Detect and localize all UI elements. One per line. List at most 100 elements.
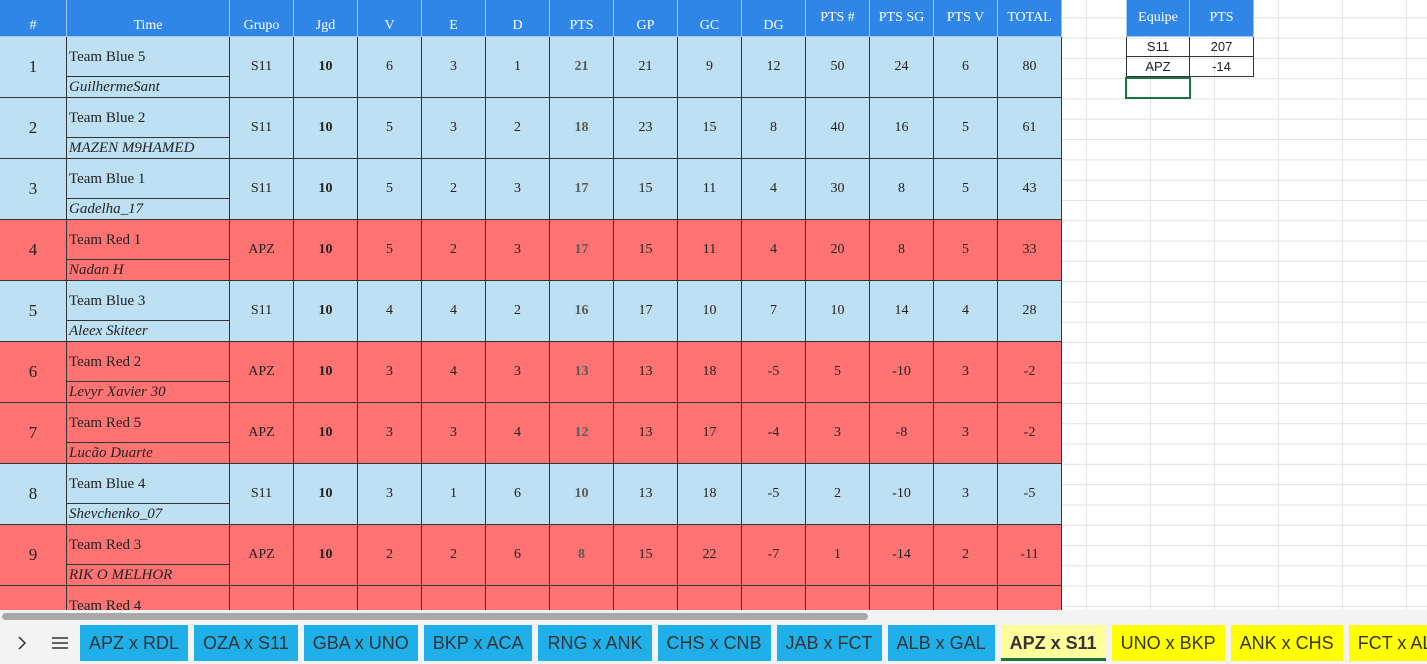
stat-cell: 22 (678, 525, 742, 586)
stat-cell: S11 (230, 464, 294, 525)
rank-cell: 5 (0, 281, 67, 342)
stat-cell: 10 (294, 403, 358, 464)
column-header: PTS # (806, 0, 870, 37)
stat-cell: 13 (614, 342, 678, 403)
side-cell: APZ (1126, 57, 1190, 77)
sheet-tab[interactable]: OZA x S11 (194, 625, 298, 661)
stat-cell: 2 (934, 525, 998, 586)
empty-cell (742, 586, 806, 610)
stat-cell: 10 (294, 342, 358, 403)
stat-cell: APZ (230, 403, 294, 464)
stat-cell: 3 (806, 403, 870, 464)
empty-cell (486, 586, 550, 610)
sheet-tab[interactable]: JAB x FCT (776, 625, 882, 661)
stat-cell: 3 (422, 403, 486, 464)
team-name: Team Red 3 (67, 525, 229, 565)
stat-cell: -10 (870, 342, 934, 403)
scrollbar-thumb[interactable] (2, 613, 868, 620)
stat-cell: 23 (614, 98, 678, 159)
empty-cell (550, 586, 614, 610)
stat-cell: -10 (870, 464, 934, 525)
stat-cell: 2 (422, 159, 486, 220)
column-header: Equipe (1126, 0, 1190, 37)
sheet-tab[interactable]: CHS x CNB (657, 625, 771, 661)
stat-cell: 40 (806, 98, 870, 159)
column-header: Jgd (294, 0, 358, 37)
team-cell: Team Blue 2 MAZEN M9HAMED (67, 98, 230, 159)
team-cell: Team Blue 1 Gadelha_17 (67, 159, 230, 220)
team-cell: Team Red 3 RIK O MELHOR (67, 525, 230, 586)
sheet-tab[interactable]: APZ x S11 (1000, 625, 1106, 661)
stat-cell: 1 (486, 37, 550, 98)
stat-cell: 5 (358, 98, 422, 159)
player-name: Gadelha_17 (69, 201, 144, 217)
stat-cell: 11 (678, 220, 742, 281)
stat-cell: 3 (486, 159, 550, 220)
stat-cell: 10 (294, 220, 358, 281)
stat-cell: 17 (550, 220, 614, 281)
all-sheets-button[interactable] (48, 633, 74, 653)
column-header: PTS (1190, 0, 1254, 37)
sheet-tab[interactable]: FCT x ALB (1348, 625, 1427, 661)
sheet-tab[interactable]: BKP x ACA (423, 625, 533, 661)
selected-cell[interactable] (1125, 77, 1191, 99)
stat-cell: 8 (870, 159, 934, 220)
stat-cell: 9 (678, 37, 742, 98)
team-cell: Team Red 1 Nadan H (67, 220, 230, 281)
stat-cell: S11 (230, 281, 294, 342)
stat-cell: 5 (358, 220, 422, 281)
team-cell: Team Red 2 Levyr Xavier 30 (67, 342, 230, 403)
stat-cell: 7 (742, 281, 806, 342)
side-cell: -14 (1190, 57, 1254, 77)
stat-cell: 3 (934, 464, 998, 525)
player-name: Lucão Duarte (69, 445, 153, 461)
empty-cell (294, 586, 358, 610)
stat-cell: S11 (230, 37, 294, 98)
stat-cell: 2 (486, 281, 550, 342)
team-name: Team Blue 4 (67, 464, 229, 504)
stat-cell: 4 (742, 220, 806, 281)
sheet-tabs: APZ x RDL OZA x S11 GBA x UNO BKP x ACA RNG … (0, 622, 1427, 664)
sheet-tab[interactable]: APZ x RDL (80, 625, 189, 661)
sheet-tab[interactable]: ALB x GAL (887, 625, 995, 661)
column-header: TOTAL (998, 0, 1062, 37)
sheet-tab[interactable]: UNO x BKP (1111, 625, 1225, 661)
stat-cell: 11 (678, 159, 742, 220)
sheet-tab[interactable]: GBA x UNO (303, 625, 418, 661)
empty-cell (614, 586, 678, 610)
stat-cell: 8 (742, 98, 806, 159)
sheet-tab[interactable]: RNG x ANK (538, 625, 652, 661)
column-header: V (358, 0, 422, 37)
stat-cell: 10 (806, 281, 870, 342)
stat-cell: 2 (422, 220, 486, 281)
stat-cell: -5 (742, 342, 806, 403)
team-cell: Team Blue 5 GuilhermeSant (67, 37, 230, 98)
stat-cell: 3 (358, 403, 422, 464)
stat-cell: 2 (806, 464, 870, 525)
stat-cell: 13 (550, 342, 614, 403)
column-header: Grupo (230, 0, 294, 37)
stat-cell: S11 (230, 98, 294, 159)
team-name: Team Red 4 (69, 598, 142, 610)
stat-cell: 1 (806, 525, 870, 586)
rank-cell: 1 (0, 37, 67, 98)
stat-cell: 24 (870, 37, 934, 98)
team-name: Team Blue 1 (67, 159, 229, 199)
stat-cell: 18 (550, 98, 614, 159)
stat-cell: 8 (870, 220, 934, 281)
rank-cell: 8 (0, 464, 67, 525)
sheet-tab[interactable]: ANK x CHS (1230, 625, 1343, 661)
empty-cell (678, 586, 742, 610)
team-cell: Team Blue 3 Aleex Skiteer (67, 281, 230, 342)
next-sheet-button[interactable] (10, 633, 36, 653)
stat-cell: 3 (934, 342, 998, 403)
stat-cell: 2 (486, 98, 550, 159)
stat-cell: 80 (998, 37, 1062, 98)
empty-cell (0, 586, 67, 610)
stat-cell: 8 (550, 525, 614, 586)
player-name: GuilhermeSant (69, 79, 160, 95)
stat-cell: 4 (358, 281, 422, 342)
stat-cell: 5 (806, 342, 870, 403)
stat-cell: 33 (998, 220, 1062, 281)
